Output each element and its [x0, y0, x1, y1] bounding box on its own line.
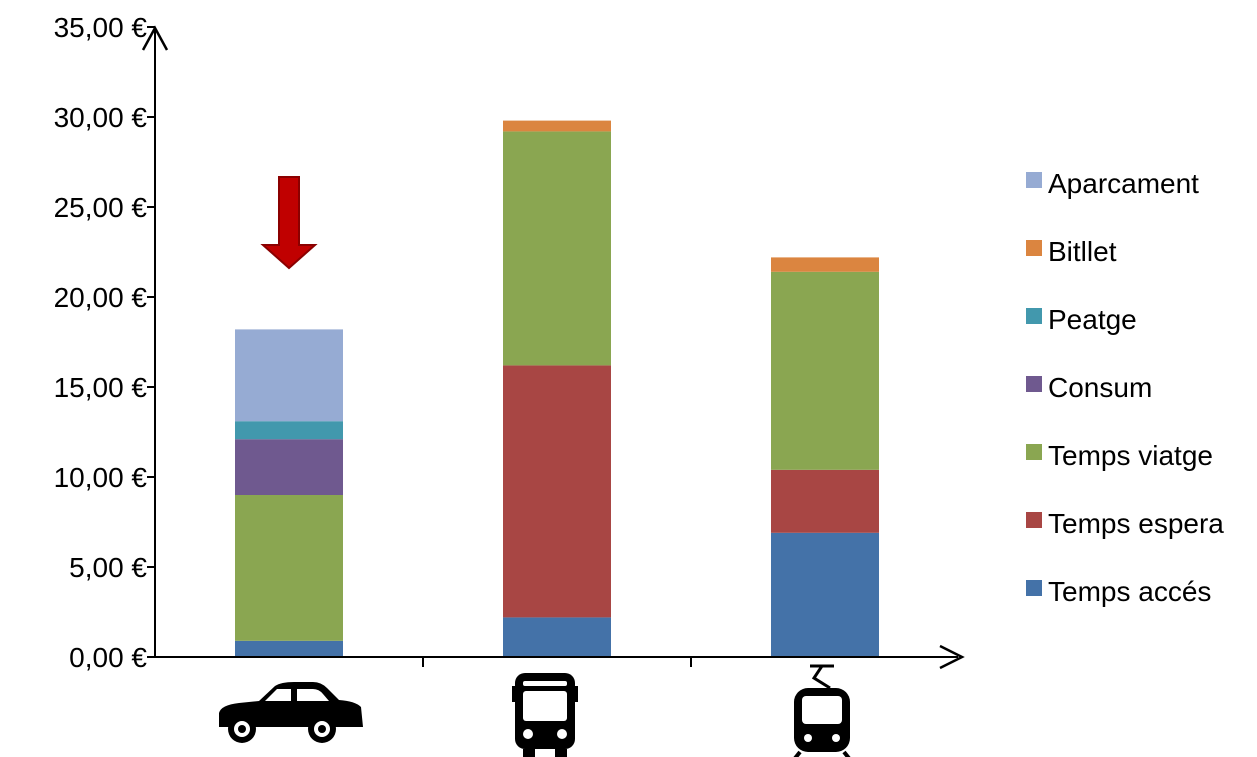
legend-swatch	[1026, 240, 1042, 256]
y-tick-label: 30,00 €	[54, 102, 148, 133]
bar-segment-consum	[235, 439, 343, 495]
legend-label: Temps espera	[1048, 508, 1224, 539]
bar-segment-bitllet	[503, 120, 611, 132]
bar-segment-temps-espera	[503, 365, 611, 618]
legend-label: Bitllet	[1048, 236, 1117, 267]
legend-label: Aparcament	[1048, 168, 1199, 199]
bar-segment-temps-espera	[771, 469, 879, 533]
y-tick-label: 25,00 €	[54, 192, 148, 223]
legend: Aparcament Bitllet Peatge Consum Temps viatg…	[1026, 168, 1224, 607]
y-tick-label: 15,00 €	[54, 372, 148, 403]
y-tick-label: 0,00 €	[69, 642, 147, 673]
legend-label: Consum	[1048, 372, 1152, 403]
legend-label: Peatge	[1048, 304, 1137, 335]
x-axis-arrowhead	[939, 644, 965, 670]
y-tick-label: 20,00 €	[54, 282, 148, 313]
bar-segment-temps-viatge	[235, 495, 343, 641]
y-tick-label: 35,00 €	[54, 12, 148, 43]
legend-swatch	[1026, 308, 1042, 324]
legend-swatch	[1026, 172, 1042, 188]
bar-segment-bitllet	[771, 257, 879, 272]
y-tick-labels: 0,00 € 5,00 € 10,00 € 15,00 € 20,00 € 25,00 €…	[54, 12, 148, 673]
y-ticks	[147, 26, 155, 658]
bar-segment-temps-viatge	[771, 271, 879, 470]
legend-label: Temps accés	[1048, 576, 1211, 607]
x-ticks	[422, 657, 692, 667]
bar-segment-aparcament	[235, 329, 343, 422]
axes	[141, 25, 965, 670]
down-arrow-annotation	[260, 176, 318, 270]
bar-segment-temps-viatge	[503, 131, 611, 366]
car-icon	[219, 682, 363, 743]
bar-segment-peatge	[235, 421, 343, 440]
bar-segment-temps-acc-s	[503, 617, 611, 657]
legend-label: Temps viatge	[1048, 440, 1213, 471]
legend-swatch	[1026, 376, 1042, 392]
legend-swatch	[1026, 444, 1042, 460]
y-tick-label: 10,00 €	[54, 462, 148, 493]
tram-icon	[793, 664, 851, 757]
bar-segment-temps-acc-s	[771, 532, 879, 657]
legend-swatch	[1026, 580, 1042, 596]
y-tick-label: 5,00 €	[69, 552, 147, 583]
bars	[235, 120, 879, 657]
bus-icon	[512, 673, 578, 757]
legend-swatch	[1026, 512, 1042, 528]
bar-segment-temps-acc-s	[235, 640, 343, 657]
